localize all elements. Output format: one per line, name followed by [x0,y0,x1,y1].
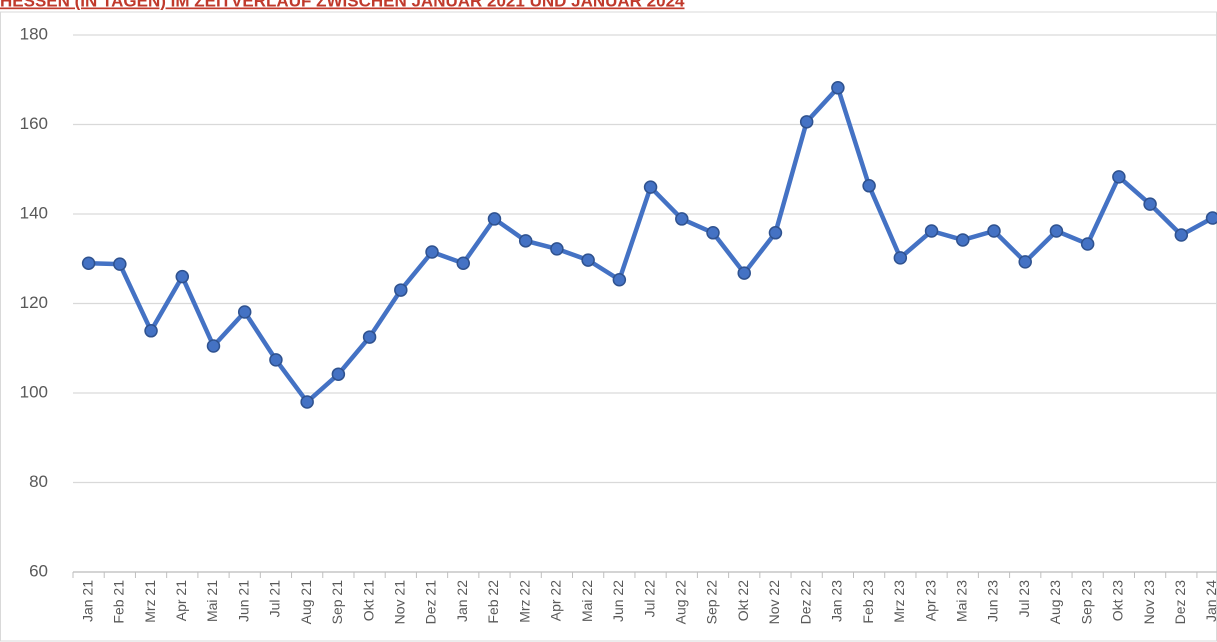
data-point [425,245,439,259]
y-tick-label: 180 [20,24,48,43]
data-point [1080,237,1095,251]
x-tick-label: Sep 22 [704,580,720,625]
data-point [1174,228,1189,242]
data-point [706,226,720,240]
data-point [81,256,96,270]
x-tick-label: Apr 22 [548,580,564,621]
x-tick-label: Jan 22 [454,580,470,622]
data-point [550,242,564,256]
data-point [737,266,751,280]
data-point [331,367,346,381]
x-tick-label: Nov 22 [766,580,782,625]
x-tick-label: Dez 21 [423,580,439,625]
x-tick-label: Dez 23 [1172,580,1188,625]
x-tick-label: Mrz 22 [516,580,532,623]
x-tick-label: Nov 23 [1141,580,1157,625]
x-tick-label: Mrz 23 [891,580,907,623]
x-tick-label: Feb 21 [111,580,127,624]
x-tick-label: Aug 23 [1047,580,1063,625]
data-point [862,179,876,193]
x-tick-label: Dez 22 [797,580,813,625]
x-tick-label: Nov 21 [392,580,408,625]
chart-border [0,11,1217,642]
data-point [799,115,814,129]
data-point [893,251,908,265]
data-point [456,256,470,270]
data-point [144,324,158,338]
x-tick-label: Mai 21 [204,580,220,622]
x-tick-label: Mai 23 [953,580,969,622]
data-point [1049,224,1064,238]
data-point [675,212,689,226]
x-tick-label: Mai 22 [579,580,595,622]
x-tick-label: Jan 21 [79,580,95,622]
x-tick-label: Okt 21 [360,580,376,621]
x-tick-label: Mrz 21 [142,580,158,623]
data-point [1143,197,1157,211]
data-point [269,353,283,367]
y-tick-label: 120 [20,293,48,312]
data-point [1112,170,1126,184]
x-tick-label: Sep 21 [329,580,345,625]
data-point [300,395,314,409]
x-tick-label: Aug 21 [298,580,314,625]
x-tick-label: Feb 23 [860,580,876,624]
x-tick-label: Jul 22 [641,580,657,618]
y-tick-label: 140 [20,203,48,222]
x-tick-label: Sep 23 [1078,580,1094,625]
data-point [924,224,939,238]
x-tick-label: Jul 21 [267,580,283,618]
chart-title: HESSEN (IN TAGEN) IM ZEITVERLAUF ZWISCHE… [0,0,685,10]
x-tick-label: Apr 23 [922,580,938,621]
x-tick-label: Jun 22 [610,580,626,622]
x-tick-label: Jun 23 [985,580,1001,622]
x-tick-label: Okt 23 [1110,580,1126,621]
data-point [487,212,502,226]
data-point [175,269,190,284]
x-tick-label: Jan 23 [829,580,845,622]
data-point [518,234,533,248]
data-line [88,85,1214,405]
data-point [612,273,627,287]
x-tick-label: Okt 22 [735,580,751,621]
x-tick-label: Feb 22 [485,580,501,624]
data-point [206,339,221,353]
y-tick-label: 160 [20,114,48,133]
data-point [768,226,783,240]
x-tick-label: Aug 22 [672,580,688,625]
y-tick-label: 100 [20,382,48,401]
y-tick-label: 80 [29,472,48,491]
data-point [237,305,252,319]
data-point [394,283,408,297]
x-tick-label: Jun 21 [235,580,251,622]
data-point [113,257,127,271]
data-point [956,233,970,247]
data-point [581,253,595,267]
data-point [831,81,845,95]
data-point [1018,255,1032,269]
x-tick-label: Jan 24 [1203,580,1217,622]
data-point [643,180,658,194]
y-tick-label: 60 [29,561,48,580]
data-point [987,224,1001,238]
data-point [362,330,377,344]
x-tick-label: Jul 23 [1016,580,1032,618]
x-tick-label: Apr 21 [173,580,189,621]
data-point [1205,211,1217,225]
